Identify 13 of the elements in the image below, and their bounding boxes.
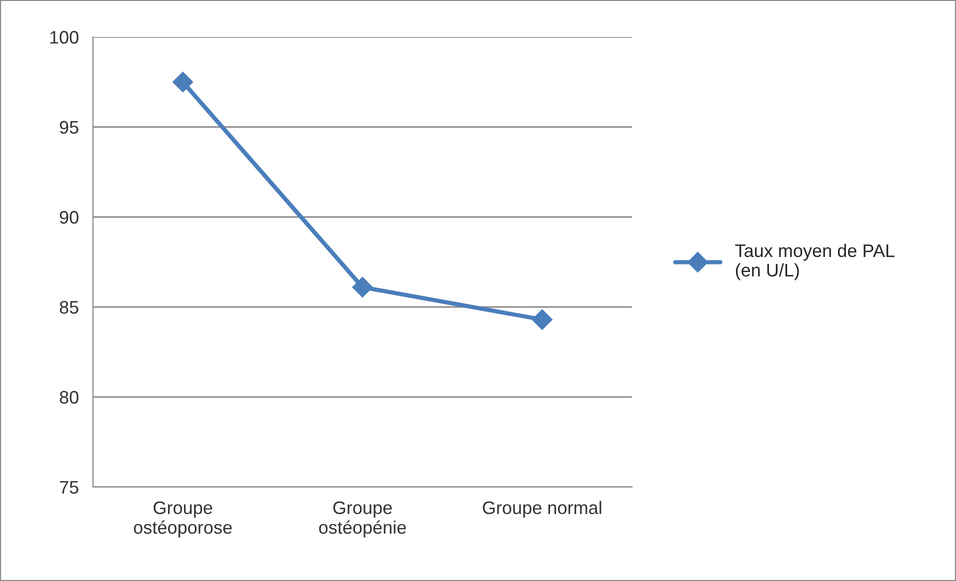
x-tick-label: Groupe ostéopénie: [319, 501, 406, 538]
x-tick-label: Groupe normal: [482, 500, 602, 518]
point: [532, 309, 553, 330]
x-tick-label: Groupe ostéoporose: [134, 501, 232, 538]
point: [352, 276, 373, 298]
point: [172, 72, 194, 92]
y-tick-label: 90: [60, 210, 78, 224]
y-tick-label: 100: [50, 30, 78, 44]
y-tick-label: 95: [60, 120, 78, 134]
legend-label: Taux moyen de PAL (en U/L): [735, 244, 894, 280]
y-tick-label: 85: [60, 300, 78, 314]
y-tick-label: 75: [60, 481, 78, 494]
y-tick-label: 80: [60, 390, 78, 404]
